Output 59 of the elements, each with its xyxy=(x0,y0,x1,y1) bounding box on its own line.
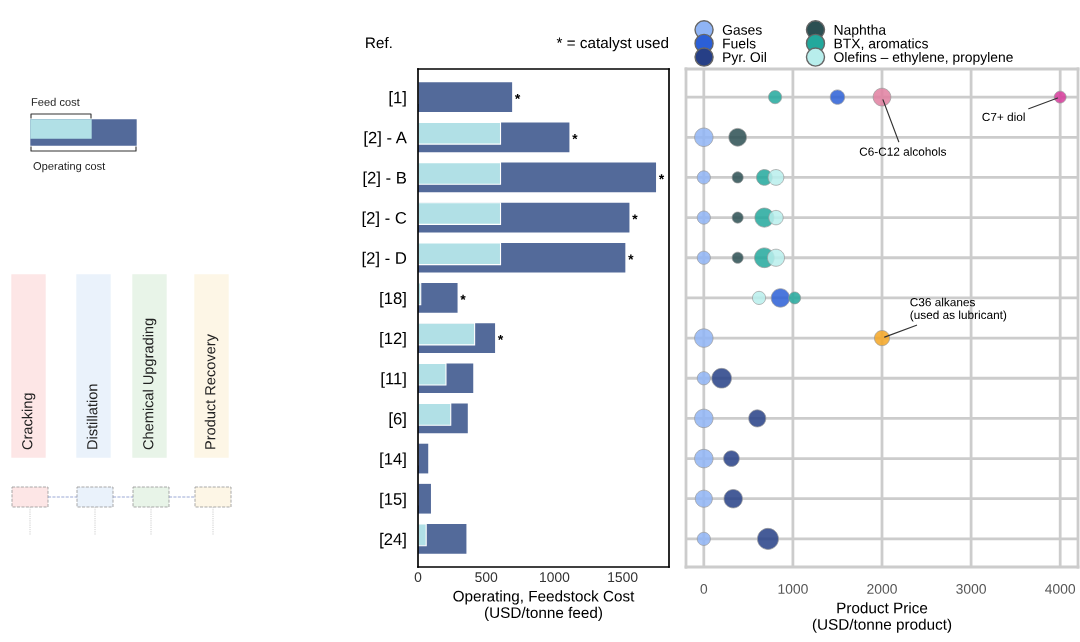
x-axis-title: Product Price (USD/tonne product) xyxy=(812,602,952,633)
y-tick-label: [2] - C xyxy=(362,211,407,228)
y-tick-label: [15] xyxy=(380,492,406,509)
x-axis-title: Operating, Feedstock Cost (USD/tonne feed) xyxy=(453,590,635,622)
annotation: C36 alkanes (used as lubricant) xyxy=(910,297,1007,322)
text: * = catalyst used xyxy=(556,36,669,52)
text: Ref. xyxy=(366,37,392,49)
text: Distillation xyxy=(86,384,98,449)
x-tick-label: 3000 xyxy=(956,584,986,594)
bar xyxy=(418,82,513,112)
bar xyxy=(418,402,452,426)
annotation: C6-C12 alcohols xyxy=(859,147,947,156)
annotation: * xyxy=(628,254,634,260)
annotation: * xyxy=(514,93,521,100)
x-tick-label: 1000 xyxy=(778,584,808,594)
x-tick-label: 0 xyxy=(414,572,422,583)
annotation: * xyxy=(658,174,665,180)
x-tick-label: 2000 xyxy=(867,584,897,594)
x-tick-label: 1500 xyxy=(608,572,638,583)
text: Chemical Upgrading xyxy=(142,318,157,450)
annotation: * xyxy=(460,294,466,300)
annotation: C7+ diol xyxy=(982,112,1025,122)
annotation: * xyxy=(632,214,638,220)
y-tick-label: [1] xyxy=(389,91,406,107)
y-tick-label: [24] xyxy=(380,532,406,549)
legend-label: Fuels xyxy=(723,38,756,49)
bar xyxy=(418,283,458,313)
legend-label: Gases xyxy=(722,24,762,35)
bar xyxy=(418,322,476,346)
bar xyxy=(418,483,431,514)
y-tick-label: [6] xyxy=(389,412,406,428)
bar xyxy=(418,202,502,225)
annotation: * xyxy=(497,334,504,341)
legend-label: Olefins – ethylene, propylene xyxy=(834,51,1013,65)
annotation: * xyxy=(572,134,578,140)
x-tick-label: 0 xyxy=(700,584,708,594)
text: Operating cost xyxy=(33,161,106,173)
bar xyxy=(418,121,502,145)
x-tick-label: 1000 xyxy=(540,572,570,583)
x-tick-label: 4000 xyxy=(1045,584,1076,594)
y-tick-label: [11] xyxy=(381,372,406,388)
bar xyxy=(418,162,502,185)
y-tick-label: [18] xyxy=(380,291,406,308)
legend-label: BTX, aromatics xyxy=(834,38,928,51)
text: Product Recovery xyxy=(204,334,219,449)
x-tick-label: 500 xyxy=(475,572,498,583)
legend-label: Pyr. Oil xyxy=(723,51,766,65)
text: Cracking xyxy=(21,393,36,450)
bar xyxy=(418,443,429,474)
y-tick-label: [2] - A xyxy=(364,131,407,147)
text: Feed cost xyxy=(31,97,80,106)
bar xyxy=(418,523,427,547)
y-tick-label: [2] - B xyxy=(363,171,407,187)
legend-label: Naphtha xyxy=(834,24,887,38)
y-tick-label: [12] xyxy=(380,332,406,348)
y-tick-label: [14] xyxy=(380,452,406,469)
bar xyxy=(418,242,502,266)
bar xyxy=(418,362,447,386)
y-tick-label: [2] - D xyxy=(362,251,407,268)
